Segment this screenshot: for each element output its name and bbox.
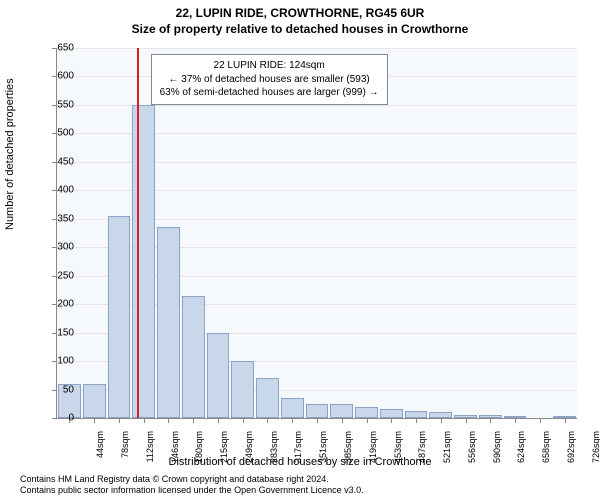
xtick-mark (391, 418, 392, 423)
xtick-label: 215sqm (219, 431, 229, 471)
xtick-mark (416, 418, 417, 423)
xtick-label: 658sqm (541, 431, 551, 471)
xtick-mark (94, 418, 95, 423)
info-box-line3: 63% of semi-detached houses are larger (… (160, 86, 379, 100)
histogram-bar (330, 404, 353, 418)
xtick-mark (515, 418, 516, 423)
footer: Contains HM Land Registry data © Crown c… (20, 474, 364, 497)
xtick-label: 556sqm (467, 431, 477, 471)
xtick-mark (267, 418, 268, 423)
info-box: 22 LUPIN RIDE: 124sqm← 37% of detached h… (151, 54, 388, 105)
xtick-mark (144, 418, 145, 423)
xtick-mark (193, 418, 194, 423)
xtick-label: 351sqm (318, 431, 328, 471)
chart-container: 22, LUPIN RIDE, CROWTHORNE, RG45 6UR Siz… (0, 0, 600, 500)
plot-wrap: 22 LUPIN RIDE: 124sqm← 37% of detached h… (56, 48, 576, 418)
ytick-label: 200 (34, 299, 74, 310)
ytick-label: 450 (34, 156, 74, 167)
xtick-mark (243, 418, 244, 423)
xtick-mark (441, 418, 442, 423)
xtick-mark (292, 418, 293, 423)
info-box-line2: ← 37% of detached houses are smaller (59… (160, 73, 379, 87)
xtick-label: 146sqm (170, 431, 180, 471)
title-subtitle: Size of property relative to detached ho… (0, 22, 600, 38)
xtick-label: 726sqm (591, 431, 600, 471)
xtick-label: 249sqm (244, 431, 254, 471)
histogram-bar (405, 411, 428, 418)
xtick-label: 453sqm (393, 431, 403, 471)
ytick-label: 350 (34, 213, 74, 224)
histogram-bar (256, 378, 279, 418)
ytick-label: 50 (34, 384, 74, 395)
ytick-label: 250 (34, 270, 74, 281)
xtick-label: 385sqm (343, 431, 353, 471)
xtick-label: 112sqm (145, 431, 155, 471)
ytick-label: 650 (34, 43, 74, 54)
xtick-mark (218, 418, 219, 423)
ytick-label: 150 (34, 327, 74, 338)
xtick-mark (317, 418, 318, 423)
ytick-label: 550 (34, 99, 74, 110)
histogram-bar (281, 398, 304, 418)
xtick-label: 624sqm (516, 431, 526, 471)
xtick-mark (342, 418, 343, 423)
info-box-line1: 22 LUPIN RIDE: 124sqm (160, 59, 379, 73)
xtick-mark (119, 418, 120, 423)
histogram-bar (157, 227, 180, 418)
xtick-label: 692sqm (566, 431, 576, 471)
histogram-bar (380, 409, 403, 418)
xtick-mark (490, 418, 491, 423)
xtick-mark (565, 418, 566, 423)
histogram-bar (207, 333, 230, 418)
xtick-label: 78sqm (120, 431, 130, 471)
footer-line2: Contains public sector information licen… (20, 485, 364, 496)
xtick-label: 487sqm (417, 431, 427, 471)
ytick-label: 600 (34, 71, 74, 82)
ytick-label: 400 (34, 185, 74, 196)
gridline (57, 48, 577, 49)
xtick-label: 44sqm (95, 431, 105, 471)
ytick-label: 500 (34, 128, 74, 139)
xtick-mark (367, 418, 368, 423)
histogram-bar (108, 216, 131, 418)
title-address: 22, LUPIN RIDE, CROWTHORNE, RG45 6UR (0, 6, 600, 22)
plot-area: 22 LUPIN RIDE: 124sqm← 37% of detached h… (56, 48, 577, 419)
histogram-bar (83, 384, 106, 418)
histogram-bar (306, 404, 329, 418)
xtick-label: 283sqm (269, 431, 279, 471)
titles: 22, LUPIN RIDE, CROWTHORNE, RG45 6UR Siz… (0, 0, 600, 37)
xtick-label: 180sqm (194, 431, 204, 471)
histogram-bar (355, 407, 378, 418)
histogram-bar (132, 105, 155, 418)
xtick-mark (540, 418, 541, 423)
xtick-mark (466, 418, 467, 423)
property-marker-line (137, 48, 139, 418)
xtick-label: 419sqm (368, 431, 378, 471)
histogram-bar (231, 361, 254, 418)
xtick-label: 521sqm (442, 431, 452, 471)
xtick-label: 590sqm (492, 431, 502, 471)
ytick-label: 100 (34, 356, 74, 367)
footer-line1: Contains HM Land Registry data © Crown c… (20, 474, 364, 485)
xtick-mark (168, 418, 169, 423)
y-axis-label: Number of detached properties (4, 78, 16, 230)
xtick-label: 317sqm (293, 431, 303, 471)
histogram-bar (182, 296, 205, 418)
ytick-label: 300 (34, 242, 74, 253)
ytick-label: 0 (34, 413, 74, 424)
